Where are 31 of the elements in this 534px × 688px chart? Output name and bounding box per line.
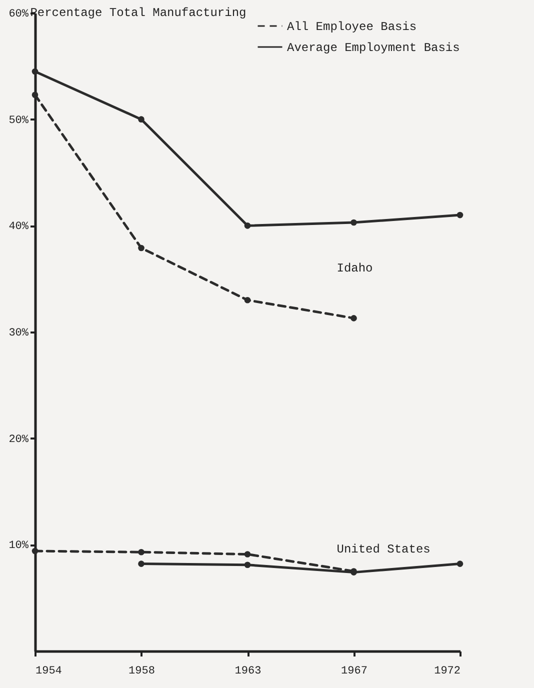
point: [244, 296, 251, 304]
legend-label: All Employee Basis: [287, 20, 417, 34]
point: [350, 315, 357, 322]
point: [32, 68, 38, 75]
point: [244, 551, 251, 558]
y-axis-title: Percentage Total Manufacturing: [30, 6, 246, 20]
legend-label: Average Employment Basis: [287, 41, 460, 55]
y-tick-label: 30%: [8, 328, 29, 340]
x-tick-label: 1967: [341, 666, 368, 678]
point: [456, 560, 464, 567]
point: [32, 92, 38, 98]
x-tick-label: 1972: [434, 666, 460, 678]
point: [32, 548, 38, 554]
point: [456, 212, 464, 218]
y-tick-label: 50%: [8, 114, 29, 127]
point: [244, 222, 251, 229]
point: [244, 562, 251, 568]
annotation: United States: [336, 542, 430, 556]
y-tick-label: 60%: [8, 8, 29, 20]
x-tick-label: 1954: [36, 666, 62, 678]
annotation: Idaho: [336, 262, 373, 276]
point: [138, 244, 144, 252]
x-tick-label: 1963: [234, 666, 262, 678]
point: [138, 560, 144, 567]
x-tick-label: 1958: [128, 666, 155, 678]
y-tick-label: 20%: [8, 434, 29, 446]
point: [138, 116, 144, 122]
point: [138, 548, 144, 556]
y-tick-label: 40%: [8, 221, 29, 234]
point: [350, 219, 357, 226]
y-tick-label: 10%: [8, 540, 29, 552]
